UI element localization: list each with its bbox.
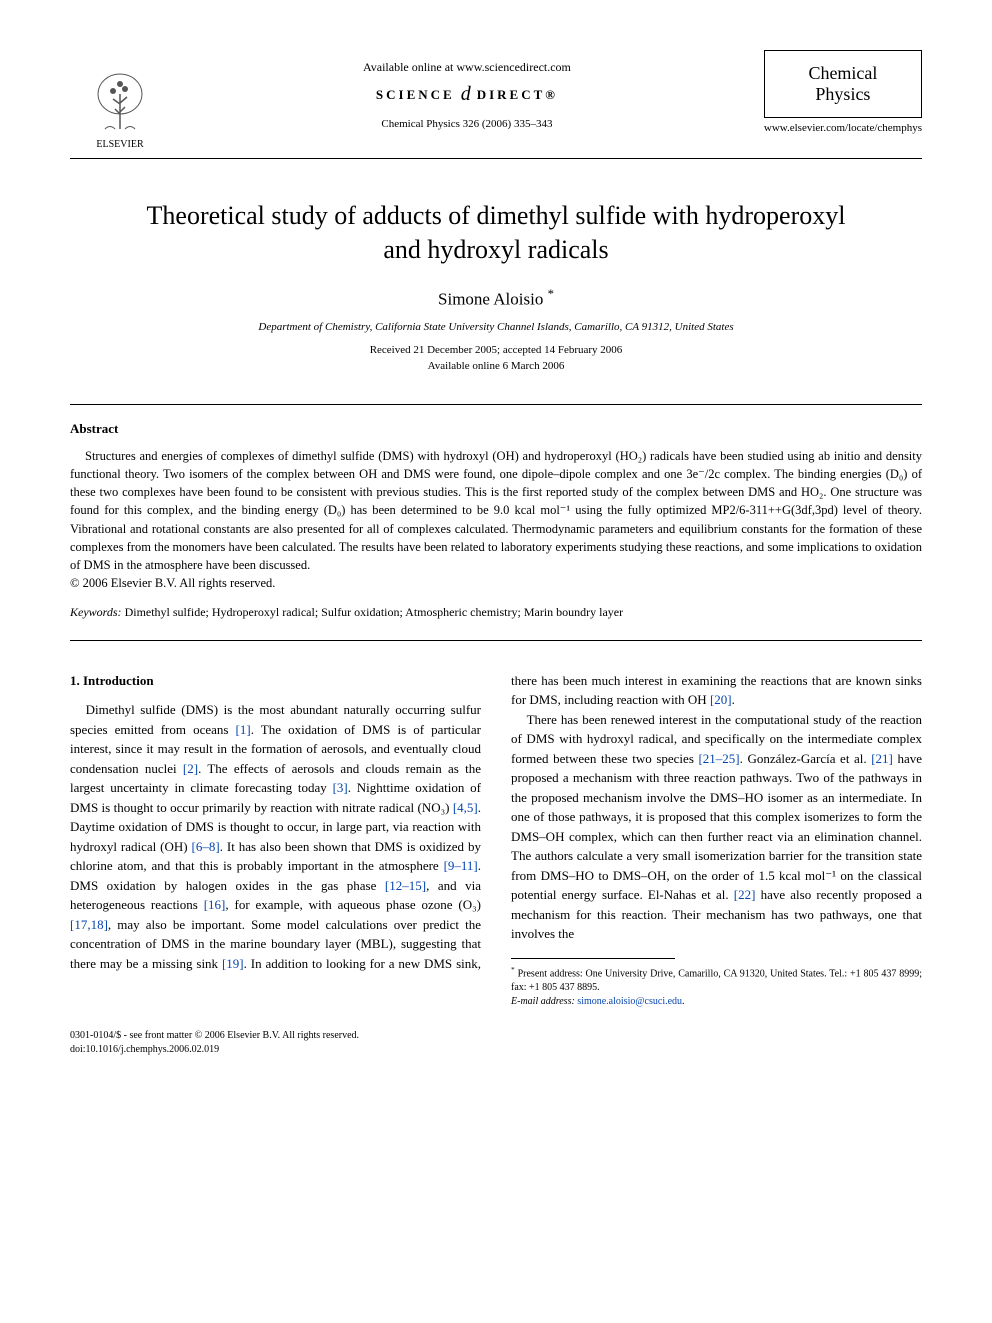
footnote-text: Present address: One University Drive, C… <box>511 968 922 993</box>
p1l: . <box>732 692 735 707</box>
p2c: have proposed a mechanism with three rea… <box>511 751 922 903</box>
ref-68[interactable]: [6–8] <box>192 839 220 854</box>
affiliation: Department of Chemistry, California Stat… <box>70 321 922 333</box>
ref-1[interactable]: [1] <box>236 722 251 737</box>
header: ELSEVIER Available online at www.science… <box>70 50 922 150</box>
ref-20[interactable]: [20] <box>710 692 732 707</box>
abstract-bottom-divider <box>70 640 922 641</box>
p2b: . González-García et al. <box>740 751 872 766</box>
dates-line1: Received 21 December 2005; accepted 14 F… <box>70 343 922 358</box>
abstract-copyright: © 2006 Elsevier B.V. All rights reserved… <box>70 576 922 591</box>
elsevier-logo: ELSEVIER <box>70 50 170 150</box>
header-divider <box>70 158 922 159</box>
ref-45[interactable]: [4,5] <box>453 800 478 815</box>
available-online: Available online at www.sciencedirect.co… <box>363 60 571 75</box>
abstract-heading: Abstract <box>70 421 922 437</box>
header-center: Available online at www.sciencedirect.co… <box>170 50 764 130</box>
keywords-text: Dimethyl sulfide; Hydroperoxyl radical; … <box>122 605 624 619</box>
dates-line2: Available online 6 March 2006 <box>70 359 922 374</box>
intro-heading: 1. Introduction <box>70 671 481 691</box>
journal-box-wrapper: Chemical Physics www.elsevier.com/locate… <box>764 50 922 134</box>
ref-2[interactable]: [2] <box>183 761 198 776</box>
journal-name-1: Chemical <box>785 63 901 84</box>
footnote-email: E-mail address: simone.aloisio@csuci.edu… <box>511 995 922 1009</box>
elsevier-tree-icon <box>85 69 155 139</box>
ref-16[interactable]: [16] <box>204 897 226 912</box>
abstract-top-divider <box>70 404 922 405</box>
body-columns: 1. Introduction Dimethyl sulfide (DMS) i… <box>70 671 922 1009</box>
ref-2125[interactable]: [21–25] <box>698 751 739 766</box>
keywords-line: Keywords: Dimethyl sulfide; Hydroperoxyl… <box>70 605 922 620</box>
ref-1718[interactable]: [17,18] <box>70 917 108 932</box>
sd-left: SCIENCE <box>376 87 455 103</box>
footer: 0301-0104/$ - see front matter © 2006 El… <box>70 1029 922 1057</box>
p1i: , for example, with aqueous phase ozone … <box>225 897 481 912</box>
ref-19[interactable]: [19] <box>222 956 244 971</box>
elsevier-label: ELSEVIER <box>96 139 143 150</box>
journal-url: www.elsevier.com/locate/chemphys <box>764 122 922 134</box>
ref-1215[interactable]: [12–15] <box>385 878 426 893</box>
journal-box: Chemical Physics <box>764 50 922 118</box>
ref-911[interactable]: [9–11] <box>444 858 478 873</box>
keywords-label: Keywords: <box>70 605 122 619</box>
article-title: Theoretical study of adducts of dimethyl… <box>130 199 862 267</box>
ref-3[interactable]: [3] <box>333 780 348 795</box>
author-line: Simone Aloisio * <box>70 287 922 310</box>
footnote-address: * Present address: One University Drive,… <box>511 965 922 995</box>
author-marker: * <box>548 287 554 301</box>
footer-doi: doi:10.1016/j.chemphys.2006.02.019 <box>70 1043 922 1057</box>
sd-center-icon: d <box>461 83 471 106</box>
ref-22[interactable]: [22] <box>734 887 756 902</box>
science-direct-logo: SCIENCE d DIRECT® <box>376 83 558 106</box>
article-dates: Received 21 December 2005; accepted 14 F… <box>70 343 922 374</box>
footer-issn: 0301-0104/$ - see front matter © 2006 El… <box>70 1029 922 1043</box>
ref-21[interactable]: [21] <box>871 751 893 766</box>
intro-para-2: There has been renewed interest in the c… <box>511 710 922 944</box>
author-name: Simone Aloisio <box>438 289 543 308</box>
journal-citation: Chemical Physics 326 (2006) 335–343 <box>381 118 552 130</box>
footnote-divider <box>511 958 675 959</box>
abstract-text: Structures and energies of complexes of … <box>70 447 922 574</box>
email-link[interactable]: simone.aloisio@csuci.edu <box>575 996 682 1007</box>
sd-right: DIRECT® <box>477 87 558 103</box>
journal-name-2: Physics <box>785 84 901 105</box>
email-label: E-mail address: <box>511 996 575 1007</box>
